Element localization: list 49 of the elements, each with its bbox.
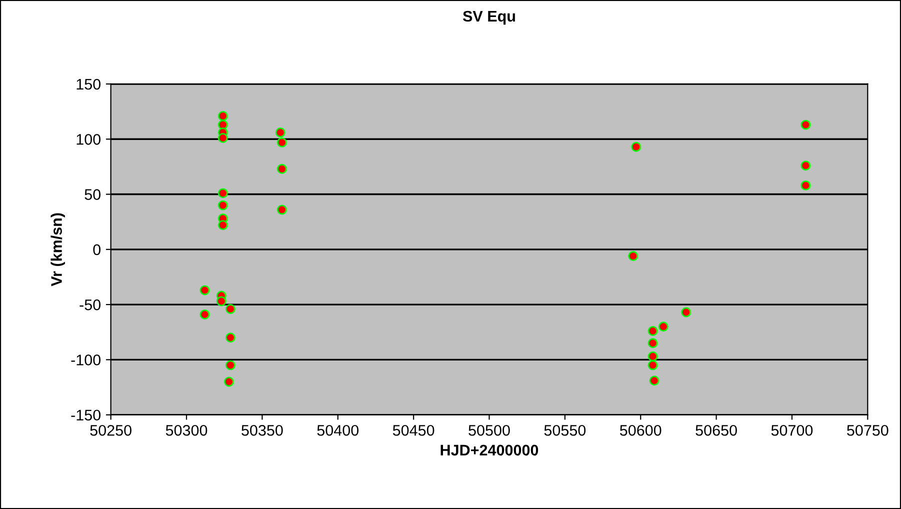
point bbox=[224, 376, 234, 387]
point bbox=[681, 307, 691, 318]
x-tick-label: 50450 bbox=[392, 424, 434, 436]
y-tick-label: 150 bbox=[76, 78, 101, 90]
point bbox=[658, 322, 668, 332]
point bbox=[276, 164, 287, 174]
point bbox=[225, 360, 236, 370]
chart-title: SV Equ bbox=[462, 10, 515, 25]
x-tick-label: 50600 bbox=[620, 424, 662, 436]
point bbox=[276, 137, 287, 148]
point bbox=[648, 351, 658, 362]
x-tick-label: 50350 bbox=[242, 424, 283, 436]
point bbox=[218, 133, 228, 143]
point bbox=[200, 310, 210, 320]
x-axis-title: HJD+2400000 bbox=[440, 444, 538, 456]
point bbox=[800, 120, 811, 130]
y-tick-label: 50 bbox=[84, 189, 101, 200]
x-tick-label: 50550 bbox=[544, 424, 586, 436]
point bbox=[218, 220, 228, 230]
point bbox=[628, 251, 638, 261]
point bbox=[800, 160, 811, 171]
x-tick-label: 50500 bbox=[468, 424, 510, 436]
point bbox=[648, 360, 658, 370]
point bbox=[800, 180, 811, 190]
x-tick-label: 50400 bbox=[317, 424, 359, 436]
x-tick-label: 50250 bbox=[90, 424, 132, 436]
point bbox=[225, 332, 236, 343]
x-tick-label: 50300 bbox=[166, 424, 208, 436]
point bbox=[631, 142, 642, 152]
y-tick-label: -50 bbox=[80, 299, 101, 310]
point bbox=[648, 338, 658, 348]
point bbox=[275, 128, 286, 138]
point bbox=[648, 326, 658, 336]
point bbox=[216, 296, 226, 306]
y-tick-label: 0 bbox=[93, 244, 101, 256]
y-tick-label: 100 bbox=[76, 134, 101, 145]
point bbox=[218, 200, 228, 210]
point bbox=[218, 188, 228, 198]
point bbox=[276, 204, 287, 215]
y-tick-label: -100 bbox=[71, 354, 101, 366]
y-tick-label: -150 bbox=[71, 410, 101, 421]
x-tick-label: 50750 bbox=[847, 424, 888, 436]
point bbox=[200, 285, 210, 296]
x-tick-label: 50650 bbox=[696, 424, 737, 436]
y-axis-title: Vr (km/sn) bbox=[50, 213, 65, 286]
point bbox=[218, 110, 228, 121]
point bbox=[649, 376, 660, 386]
x-tick-label: 50700 bbox=[771, 424, 813, 436]
point bbox=[225, 304, 236, 314]
